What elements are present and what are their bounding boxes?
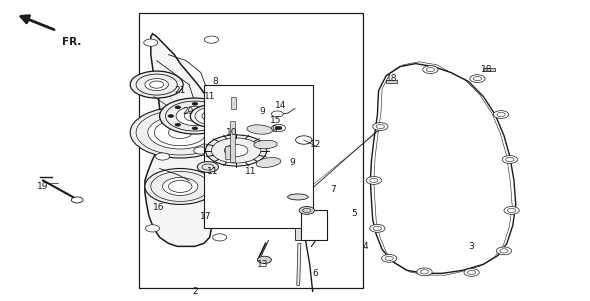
Circle shape: [212, 234, 227, 241]
Text: 11: 11: [245, 167, 257, 176]
Circle shape: [299, 206, 314, 214]
Circle shape: [209, 123, 215, 126]
Text: 12: 12: [310, 140, 322, 149]
Circle shape: [417, 268, 432, 276]
Text: 5: 5: [351, 209, 357, 218]
Ellipse shape: [254, 140, 277, 149]
Ellipse shape: [288, 194, 308, 200]
Circle shape: [366, 177, 382, 184]
Text: 7: 7: [330, 185, 336, 194]
Text: 2: 2: [192, 287, 198, 296]
Circle shape: [194, 147, 208, 154]
Text: 20: 20: [182, 107, 194, 116]
Circle shape: [257, 256, 271, 263]
Ellipse shape: [256, 157, 281, 167]
Circle shape: [176, 107, 214, 126]
Text: 9: 9: [271, 125, 277, 134]
Bar: [301, 210, 327, 240]
Text: 15: 15: [270, 116, 282, 125]
Circle shape: [192, 102, 198, 105]
Circle shape: [160, 98, 230, 134]
Circle shape: [145, 79, 169, 91]
Text: 21: 21: [175, 86, 186, 95]
Circle shape: [504, 206, 519, 214]
Circle shape: [197, 162, 218, 172]
Circle shape: [175, 123, 181, 126]
Circle shape: [202, 111, 223, 121]
Circle shape: [204, 36, 218, 43]
Text: 14: 14: [274, 101, 286, 110]
Text: 11: 11: [204, 92, 215, 101]
Circle shape: [163, 178, 198, 195]
Text: 18: 18: [386, 74, 398, 83]
Text: 4: 4: [363, 242, 368, 251]
Circle shape: [224, 144, 248, 157]
Circle shape: [209, 106, 215, 109]
Circle shape: [169, 126, 192, 138]
Bar: [230, 120, 235, 163]
Circle shape: [493, 111, 509, 118]
Circle shape: [464, 268, 479, 276]
Ellipse shape: [247, 125, 273, 134]
Circle shape: [470, 75, 485, 82]
Circle shape: [190, 105, 235, 127]
Circle shape: [370, 225, 385, 232]
Circle shape: [216, 115, 222, 118]
Circle shape: [71, 197, 83, 203]
Bar: [386, 80, 398, 83]
Bar: [225, 146, 230, 160]
Circle shape: [205, 135, 267, 166]
Bar: [483, 68, 495, 71]
Circle shape: [382, 254, 397, 262]
Circle shape: [271, 111, 283, 117]
Text: 18: 18: [480, 65, 492, 74]
Polygon shape: [297, 244, 301, 285]
Circle shape: [175, 106, 181, 109]
Text: 13: 13: [257, 260, 268, 269]
Text: 17: 17: [200, 212, 211, 221]
Circle shape: [502, 156, 517, 163]
Circle shape: [422, 66, 438, 73]
Text: 3: 3: [468, 242, 474, 251]
Text: 11: 11: [207, 167, 218, 176]
Circle shape: [148, 116, 212, 149]
Circle shape: [156, 153, 170, 160]
Circle shape: [146, 225, 160, 232]
Circle shape: [145, 169, 215, 204]
Circle shape: [373, 123, 388, 130]
Circle shape: [130, 71, 183, 98]
Circle shape: [130, 107, 230, 158]
Circle shape: [496, 247, 512, 255]
Bar: [204, 85, 313, 228]
Text: FR.: FR.: [63, 37, 82, 47]
Circle shape: [275, 126, 282, 130]
Polygon shape: [295, 228, 304, 240]
Text: 9: 9: [289, 158, 295, 167]
Text: 9: 9: [260, 107, 266, 116]
Polygon shape: [145, 34, 224, 247]
Polygon shape: [371, 64, 516, 273]
Bar: [231, 97, 235, 109]
Bar: [139, 13, 363, 288]
Text: 19: 19: [37, 182, 49, 191]
Text: 16: 16: [153, 203, 164, 212]
Circle shape: [296, 136, 312, 144]
Circle shape: [192, 127, 198, 130]
Text: 6: 6: [313, 269, 319, 278]
Text: 8: 8: [212, 77, 218, 86]
Circle shape: [144, 39, 158, 46]
Circle shape: [271, 124, 286, 132]
Text: 10: 10: [226, 128, 237, 137]
Circle shape: [168, 115, 173, 118]
